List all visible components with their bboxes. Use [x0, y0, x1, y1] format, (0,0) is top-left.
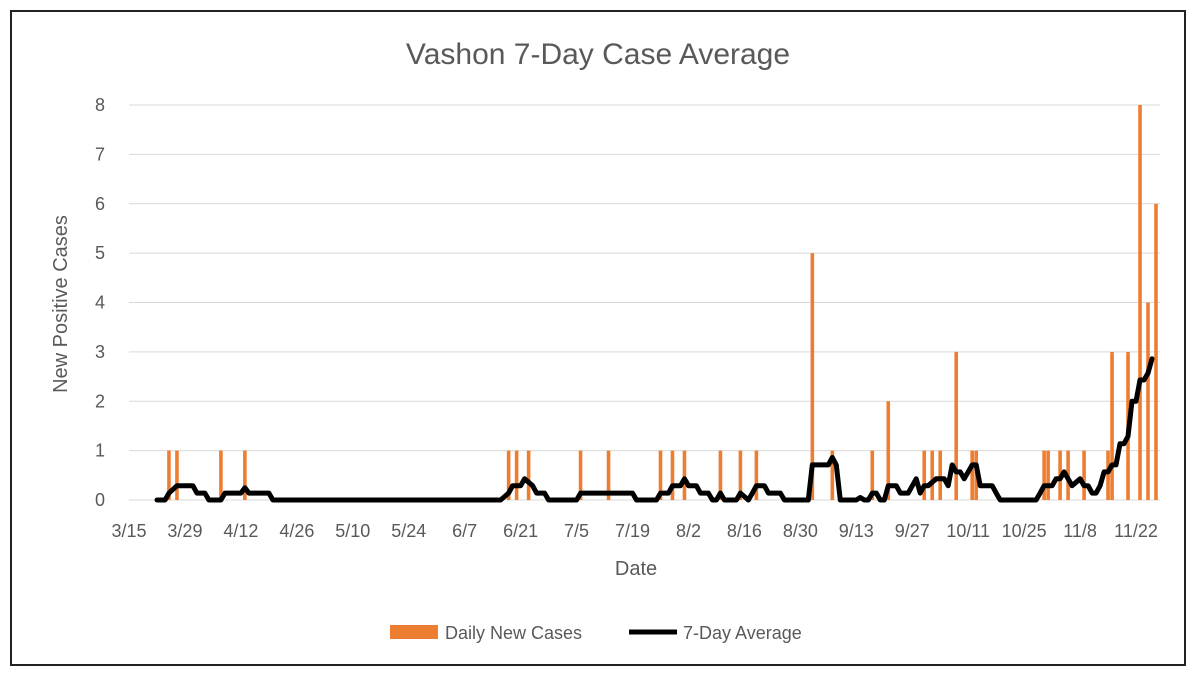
- x-tick-label-10-11: 10/11: [946, 521, 990, 541]
- x-tick-label-4-12: 4/12: [223, 521, 258, 541]
- bar-4-13: [243, 450, 247, 500]
- x-tick-label-6-21: 6/21: [503, 521, 538, 541]
- bar-10-30: [1042, 450, 1046, 500]
- daily-cases-bars: [167, 105, 1158, 500]
- x-tick-label-9-13: 9/13: [839, 521, 874, 541]
- bar-3-25: [167, 450, 171, 500]
- legend: Daily New Cases 7-Day Average: [390, 623, 802, 643]
- y-axis-label: New Positive Cases: [50, 215, 72, 393]
- legend-swatch-daily-cases: [390, 625, 438, 639]
- bar-11-16: [1110, 351, 1114, 500]
- average-line-layer: [154, 356, 1155, 503]
- chart-title: Vashon 7-Day Case Average: [406, 38, 790, 71]
- x-tick-label-5-10: 5/10: [335, 521, 370, 541]
- bar-7-6: [578, 450, 583, 500]
- bar-6-23: [526, 450, 531, 500]
- gridlines: [129, 104, 1160, 501]
- y-tick-labels: 0 1 2 3 4 5 6 7 8: [95, 95, 105, 510]
- x-tick-label-4-26: 4/26: [279, 521, 314, 541]
- bar-11-9: [1082, 450, 1086, 500]
- bar-9-17: [870, 450, 875, 500]
- x-tick-label-7-19: 7/19: [615, 521, 650, 541]
- bar-6-20: [514, 450, 519, 500]
- x-tick-label-11-8: 11/8: [1063, 521, 1097, 541]
- x-tick-label-9-27: 9/27: [895, 521, 930, 541]
- x-tick-labels: 3/15 3/29 4/12 4/26 5/10 5/24 6/7 6/21 7/5 7/19 8/…: [111, 521, 1157, 541]
- bar-9-30: [922, 450, 927, 500]
- bar-11-23: [1138, 105, 1142, 500]
- bar-6-18: [506, 450, 511, 500]
- y-tick-label-3: 3: [95, 342, 105, 362]
- legend-label-daily-cases: Daily New Cases: [445, 623, 582, 643]
- bar-8-15: [738, 450, 743, 500]
- legend-label-7-day-average: 7-Day Average: [683, 623, 802, 643]
- bar-8-10: [718, 450, 723, 500]
- x-tick-label-7-5: 7/5: [564, 521, 589, 541]
- chart-frame: Vashon 7-Day Case Average 0 1 2 3 4 5 6 7 8 3/15…: [10, 10, 1186, 666]
- bar-10-31: [1046, 450, 1050, 500]
- bar-7-13: [606, 450, 611, 500]
- y-tick-label-5: 5: [95, 243, 105, 263]
- x-tick-label-5-24: 5/24: [391, 521, 426, 541]
- x-tick-label-10-25: 10/25: [1002, 521, 1047, 541]
- x-tick-label-6-7: 6/7: [452, 521, 477, 541]
- bar-9-7: [830, 450, 835, 500]
- bar-9-2: [810, 253, 815, 500]
- chart-svg: Vashon 7-Day Case Average 0 1 2 3 4 5 6 7 8 3/15…: [50, 38, 1160, 643]
- bar-8-1: [682, 450, 687, 500]
- y-tick-label-2: 2: [95, 391, 105, 411]
- y-tick-label-8: 8: [95, 95, 105, 115]
- y-tick-label-0: 0: [95, 490, 105, 510]
- x-tick-label-8-2: 8/2: [676, 521, 701, 541]
- x-tick-label-8-16: 8/16: [727, 521, 762, 541]
- bar-4-7: [219, 450, 223, 500]
- bar-11-27: [1154, 203, 1158, 500]
- x-tick-label-3-15: 3/15: [111, 521, 146, 541]
- seven-day-average-line: [154, 356, 1155, 503]
- bar-10-4: [938, 450, 943, 500]
- bar-3-27: [175, 450, 179, 500]
- y-tick-label-6: 6: [95, 194, 105, 214]
- x-axis-label: Date: [615, 558, 657, 580]
- x-tick-label-8-30: 8/30: [783, 521, 818, 541]
- bar-10-2: [930, 450, 935, 500]
- bar-10-8: [954, 351, 958, 500]
- y-tick-label-1: 1: [95, 441, 105, 461]
- bar-7-29: [670, 450, 675, 500]
- bar-7-26: [658, 450, 663, 500]
- bar-8-19: [754, 450, 759, 500]
- bar-9-21: [886, 401, 891, 500]
- bar-10-12: [970, 450, 974, 500]
- bar-11-15: [1106, 450, 1110, 500]
- y-tick-label-4: 4: [95, 293, 105, 313]
- x-tick-label-3-29: 3/29: [167, 521, 202, 541]
- y-tick-label-7: 7: [95, 144, 105, 164]
- bar-11-25: [1146, 302, 1150, 500]
- x-tick-label-11-22: 11/22: [1114, 521, 1158, 541]
